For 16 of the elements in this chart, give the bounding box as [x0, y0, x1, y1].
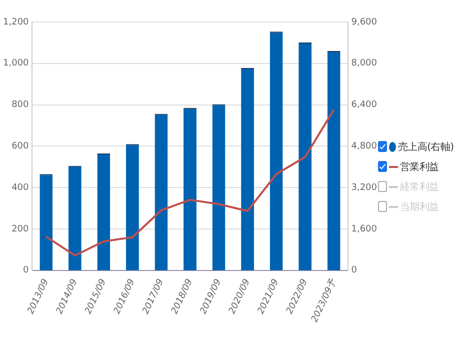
y2-tick-label: 3,200 [351, 182, 378, 193]
y2-tick-label: 4,800 [351, 142, 378, 152]
y2-tick-label: 1,600 [351, 224, 378, 234]
y-tick-label: 0 [23, 266, 30, 276]
y2-tick-label: 0 [351, 266, 358, 276]
y2-tick-label: 9,600 [351, 17, 378, 28]
y-tick-label: 200 [12, 224, 30, 234]
legend-label: 営業利益 [400, 160, 439, 174]
y-tick-label: 600 [12, 142, 30, 152]
y-tick-label: 400 [12, 182, 30, 193]
legend-label: 売上高(右軸) [398, 140, 454, 154]
y2-tick-label: 6,400 [351, 100, 378, 110]
y2-tick-label: 8,000 [351, 58, 378, 69]
y-tick-label: 800 [12, 100, 30, 110]
y-tick-label: 1,000 [3, 58, 30, 69]
y-tick-label: 1,200 [3, 17, 30, 28]
